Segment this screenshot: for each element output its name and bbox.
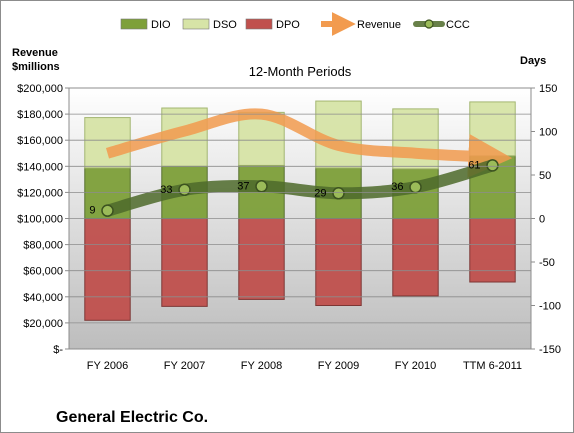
- right-tick-label: 50: [539, 170, 551, 182]
- left-tick-label: $200,000: [17, 83, 63, 95]
- right-tick-label: 0: [539, 214, 545, 226]
- ccc-line: [101, 159, 499, 217]
- legend: DIO DSO DPO Revenue CCC: [120, 12, 470, 36]
- legend-label-dso: DSO: [213, 19, 237, 31]
- left-tick-label: $100,000: [17, 214, 63, 226]
- right-axis-label: Days: [520, 55, 546, 67]
- legend-label-dio: DIO: [151, 19, 171, 31]
- bar-dso: [84, 117, 131, 169]
- legend-label-revenue: Revenue: [357, 19, 401, 31]
- left-tick-label: $160,000: [17, 135, 63, 147]
- legend-label-ccc: CCC: [446, 19, 470, 31]
- legend-swatch-dpo: [245, 18, 273, 30]
- ccc-point: [101, 204, 114, 217]
- ccc-data-label: 37: [237, 180, 249, 192]
- legend-swatch-dso: [182, 18, 210, 30]
- left-tick-label: $-: [53, 344, 63, 356]
- left-axis-label-line2: $millions: [12, 61, 60, 73]
- ccc-point: [332, 187, 345, 200]
- left-tick-label: $40,000: [23, 292, 63, 304]
- ccc-data-label: 33: [160, 184, 172, 196]
- ccc-data-label: 36: [391, 181, 403, 193]
- ccc-point: [409, 180, 422, 194]
- right-tick-label: -150: [539, 344, 561, 356]
- bar-dpo: [238, 218, 285, 300]
- bar-dpo: [315, 218, 362, 306]
- ccc-data-label: 9: [89, 205, 95, 217]
- category-label: FY 2008: [241, 360, 282, 372]
- bar-dso: [469, 101, 516, 157]
- bar-dpo: [469, 218, 516, 283]
- left-tick-label: $80,000: [23, 240, 63, 252]
- left-axis-label-line1: Revenue: [12, 47, 58, 59]
- right-tick-label: 100: [539, 127, 557, 139]
- footer-title: General Electric Co.: [56, 409, 208, 426]
- legend-swatch-dio: [120, 18, 148, 30]
- revenue-line: [105, 108, 513, 178]
- legend-label-dpo: DPO: [276, 19, 300, 31]
- category-label: FY 2010: [395, 360, 436, 372]
- chart-title: 12-Month Periods: [249, 64, 352, 79]
- ccc-point: [255, 180, 268, 193]
- left-tick-label: $20,000: [23, 318, 63, 330]
- right-tick-label: -100: [539, 301, 561, 313]
- bar-dpo: [392, 218, 439, 297]
- bar-dpo: [161, 218, 208, 307]
- ccc-point: [486, 159, 499, 172]
- ccc-data-label: 61: [468, 159, 480, 171]
- category-label: TTM 6-2011: [463, 360, 522, 372]
- category-label: FY 2006: [87, 360, 128, 372]
- category-label: FY 2007: [164, 360, 205, 372]
- left-tick-label: $60,000: [23, 266, 63, 278]
- ccc-data-label: 29: [314, 187, 326, 199]
- ccc-point: [178, 183, 191, 197]
- left-tick-label: $140,000: [17, 161, 63, 173]
- bar-dpo: [84, 218, 131, 321]
- category-label: FY 2009: [318, 360, 359, 372]
- bar-dso: [392, 108, 439, 170]
- right-tick-label: -50: [539, 257, 555, 269]
- legend-marker-ccc: [424, 19, 434, 29]
- right-tick-label: 150: [539, 83, 557, 95]
- left-tick-label: $120,000: [17, 187, 63, 199]
- left-tick-label: $180,000: [17, 109, 63, 121]
